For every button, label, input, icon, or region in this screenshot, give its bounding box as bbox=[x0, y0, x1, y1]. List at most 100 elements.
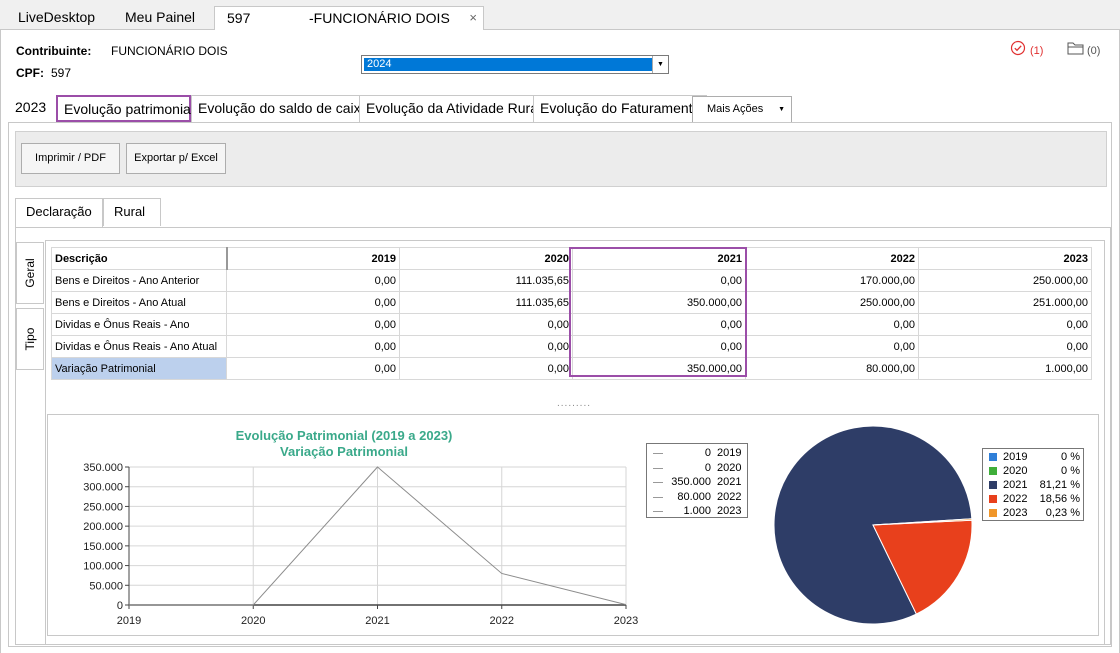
table-cell: 0,00 bbox=[745, 335, 919, 358]
legend-year: 2020 bbox=[1003, 465, 1028, 477]
table-cell: 250.000,00 bbox=[745, 291, 919, 314]
chevron-down-icon[interactable]: ▼ bbox=[652, 56, 668, 73]
tab-declaracao[interactable]: Declaração bbox=[15, 198, 103, 227]
pie-chart-legend: 2019 0 % 2020 0 % 2021 81,21 % 2022 18,56 % 2023… bbox=[982, 448, 1084, 521]
tab-funcionario[interactable]: 597 -FUNCIONÁRIO DOIS × bbox=[214, 6, 484, 31]
table-cell: Variação Patrimonial bbox=[51, 357, 227, 380]
legend-value: 80.000 bbox=[677, 490, 711, 503]
legend-year: 2022 bbox=[1003, 493, 1028, 505]
table-cell: 170.000,00 bbox=[745, 269, 919, 292]
legend-swatch bbox=[653, 482, 663, 483]
legend-year: 2019 bbox=[717, 447, 742, 459]
vtab-geral[interactable]: Geral bbox=[16, 242, 44, 304]
legend-swatch bbox=[989, 495, 997, 503]
pie-slice-2022 bbox=[872, 519, 973, 615]
legend-value: 1.000 bbox=[683, 505, 711, 517]
grid-frame bbox=[45, 240, 1105, 645]
legend-percent: 0 % bbox=[1061, 451, 1080, 463]
legend-percent: 0,23 % bbox=[1045, 507, 1080, 519]
tab-evolucao-faturamento[interactable]: Evolução do Faturamento bbox=[533, 95, 708, 122]
legend-value: 0 bbox=[704, 447, 711, 459]
y-tick-label: 0 bbox=[117, 600, 123, 612]
legend-percent: 18,56 % bbox=[1039, 493, 1080, 505]
table-cell: Dividas e Ônus Reais - Ano bbox=[51, 313, 227, 336]
legend-swatch bbox=[989, 453, 997, 461]
y-tick-label: 200.000 bbox=[83, 521, 123, 533]
legend-year: 2020 bbox=[717, 461, 742, 474]
col-header-2019[interactable]: 2019 bbox=[226, 247, 400, 270]
tab-funcionario-id: 597 bbox=[227, 10, 251, 26]
table-row-variacao[interactable]: Variação Patrimonial 0,00 0,00 350.000,0… bbox=[51, 357, 1092, 380]
pie-chart bbox=[773, 425, 973, 625]
table-cell: 0,00 bbox=[918, 313, 1092, 336]
y-tick-label: 150.000 bbox=[83, 541, 123, 553]
table-cell: 0,00 bbox=[226, 357, 400, 380]
vtab-tipo-label: Tipo bbox=[23, 327, 37, 351]
folder-icon bbox=[1067, 42, 1084, 55]
year-select[interactable]: 2024 ▼ bbox=[361, 55, 669, 74]
legend-swatch bbox=[653, 496, 663, 498]
col-header-2023[interactable]: 2023 bbox=[918, 247, 1092, 270]
splitter-handle[interactable]: ......... bbox=[557, 398, 592, 409]
table-cell: 350.000,00 bbox=[572, 357, 746, 380]
x-tick-label: 2020 bbox=[241, 615, 265, 627]
col-header-2021[interactable]: 2021 bbox=[572, 247, 746, 270]
table-cell: 0,00 bbox=[399, 357, 573, 380]
table-cell: 0,00 bbox=[226, 291, 400, 314]
y-tick-label: 350.000 bbox=[83, 462, 123, 474]
table-cell: 0,00 bbox=[226, 269, 400, 292]
table-cell: Dividas e Ônus Reais - Ano Atual bbox=[51, 335, 227, 358]
chart-subtitle: Variação Patrimonial bbox=[280, 444, 408, 459]
alerts-count: (1) bbox=[1030, 45, 1044, 57]
legend-value: 350.000 bbox=[671, 476, 711, 488]
y-tick-label: 100.000 bbox=[83, 561, 123, 573]
table-cell: 80.000,00 bbox=[745, 357, 919, 380]
table-cell: 0,00 bbox=[572, 269, 746, 292]
tab-rural[interactable]: Rural bbox=[103, 198, 161, 226]
legend-percent: 81,21 % bbox=[1039, 479, 1080, 491]
tab-funcionario-label: -FUNCIONÁRIO DOIS bbox=[309, 10, 450, 26]
col-header-2022[interactable]: 2022 bbox=[745, 247, 919, 270]
export-excel-button[interactable]: Exportar p/ Excel bbox=[126, 143, 226, 174]
legend-year: 2019 bbox=[1003, 451, 1028, 463]
table-row[interactable]: Bens e Direitos - Ano Anterior 0,00 111.… bbox=[51, 269, 1092, 292]
x-tick-label: 2023 bbox=[614, 615, 638, 627]
table-cell: Bens e Direitos - Ano Anterior bbox=[51, 269, 227, 292]
table-cell: 250.000,00 bbox=[918, 269, 1092, 292]
table-row[interactable]: Dividas e Ônus Reais - Ano 0,00 0,00 0,0… bbox=[51, 313, 1092, 336]
tab-evolucao-saldo-caixa[interactable]: Evolução do saldo de caixa bbox=[191, 95, 376, 122]
vtab-geral-label: Geral bbox=[23, 258, 37, 288]
table-row[interactable]: Bens e Direitos - Ano Atual 0,00 111.035… bbox=[51, 291, 1092, 314]
main-panel bbox=[8, 122, 1112, 647]
line-chart-legend: 0 2019 0 2020 350.000 2021 80.000 2022 1.000 2023 bbox=[646, 443, 748, 518]
print-pdf-button[interactable]: Imprimir / PDF bbox=[21, 143, 120, 174]
x-tick-label: 2021 bbox=[365, 615, 389, 627]
table-cell: 0,00 bbox=[745, 313, 919, 336]
year-select-value: 2024 bbox=[364, 58, 652, 71]
cpf-label: CPF: bbox=[16, 66, 44, 80]
tab-livedesktop[interactable]: LiveDesktop bbox=[18, 9, 96, 25]
col-header-descricao[interactable]: Descrição bbox=[51, 247, 228, 270]
tab-evolucao-patrimonial[interactable]: Evolução patrimonial bbox=[56, 95, 194, 122]
table-cell: 0,00 bbox=[399, 335, 573, 358]
table-cell: 111.035,65 bbox=[399, 291, 573, 314]
col-header-2020[interactable]: 2020 bbox=[399, 247, 573, 270]
vtab-tipo[interactable]: Tipo bbox=[16, 308, 44, 370]
table-cell: 111.035,65 bbox=[399, 269, 573, 292]
pie-slice-2023 bbox=[872, 518, 973, 526]
table-row[interactable]: Dividas e Ônus Reais - Ano Atual 0,00 0,… bbox=[51, 335, 1092, 358]
more-actions-dropdown[interactable]: Mais Ações ▼ bbox=[692, 96, 792, 123]
chevron-down-icon: ▼ bbox=[778, 106, 785, 113]
tab-meu-painel[interactable]: Meu Painel bbox=[125, 9, 196, 25]
x-tick-label: 2019 bbox=[117, 615, 141, 627]
tab-year-2023[interactable]: 2023 bbox=[9, 95, 53, 122]
close-icon[interactable]: × bbox=[469, 10, 477, 25]
table-cell: 0,00 bbox=[399, 313, 573, 336]
folder-count: (0) bbox=[1087, 45, 1101, 57]
tab-evolucao-atividade-rural[interactable]: Evolução da Atividade Rural bbox=[359, 95, 549, 122]
legend-value: 0 bbox=[704, 461, 711, 474]
line-chart: Evolução Patrimonial (2019 a 2023)Variaç… bbox=[83, 428, 638, 627]
legend-swatch bbox=[653, 467, 663, 469]
check-circle-icon bbox=[1010, 40, 1026, 56]
y-tick-label: 50.000 bbox=[89, 580, 123, 592]
